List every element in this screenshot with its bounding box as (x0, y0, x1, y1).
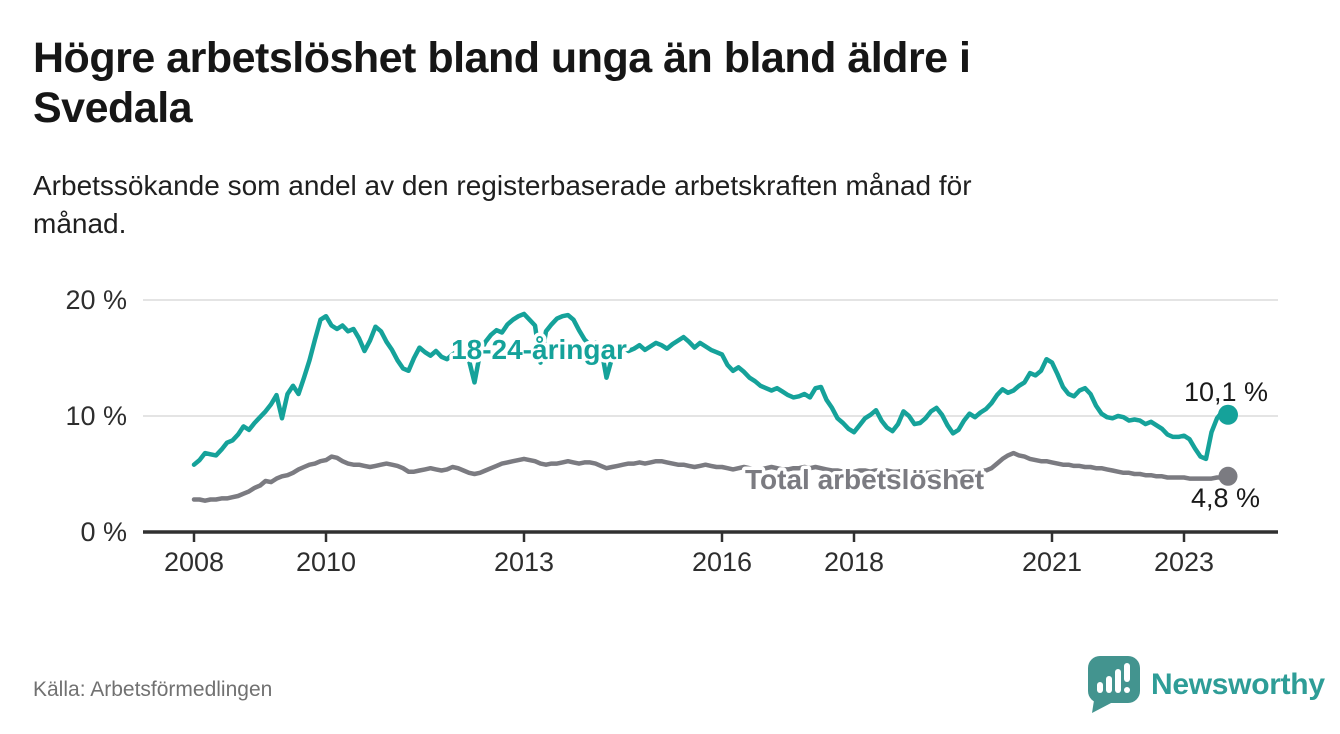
page-title-line-1: Högre arbetslöshet bland unga än bland ä… (33, 34, 971, 82)
y-axis-labels: 0 % 10 % 20 % (65, 285, 127, 547)
youth-end-value-annotation: 10,1 % (1184, 377, 1268, 407)
x-tick-label-2010: 2010 (296, 547, 356, 577)
x-tick-label-2008: 2008 (164, 547, 224, 577)
chart-subtitle-line-2: månad. (33, 208, 127, 239)
youth-unemployment-line (191, 311, 1231, 467)
total-end-value-annotation: 4,8 % (1191, 483, 1260, 513)
youth-series-end-dot (1218, 404, 1238, 425)
source-note: Källa: Arbetsförmedlingen (33, 678, 273, 701)
page-title-line-2: Svedala (33, 84, 193, 132)
y-tick-label-0: 0 % (80, 517, 127, 547)
gridlines (143, 299, 1278, 417)
x-tick-label-2023: 2023 (1154, 547, 1214, 577)
total-series-label: Total arbetslöshet (745, 464, 984, 495)
total-series-end-dot (1218, 466, 1238, 486)
brand-name: Newsworthy (1151, 668, 1325, 701)
x-tick-label-2018: 2018 (824, 547, 884, 577)
page-title: Högre arbetslöshet bland unga än bland ä… (33, 33, 1313, 133)
x-axis: 2008 2010 2013 2016 2018 2021 2023 (143, 530, 1278, 577)
y-tick-label-10: 10 % (65, 401, 127, 431)
total-unemployment-line (191, 450, 1231, 503)
youth-series-label: 18-24-åringar (451, 334, 627, 365)
chart-subtitle: Arbetssökande som andel av den registerb… (33, 167, 1253, 243)
x-tick-label-2021: 2021 (1022, 547, 1082, 577)
chart-subtitle-line-1: Arbetssökande som andel av den registerb… (33, 170, 972, 201)
x-tick-label-2013: 2013 (494, 547, 554, 577)
x-tick-label-2016: 2016 (692, 547, 752, 577)
newsworthy-logo[interactable]: Newsworthy (1088, 656, 1325, 714)
y-tick-label-20: 20 % (65, 285, 127, 315)
newsworthy-logo-icon (1088, 656, 1140, 713)
